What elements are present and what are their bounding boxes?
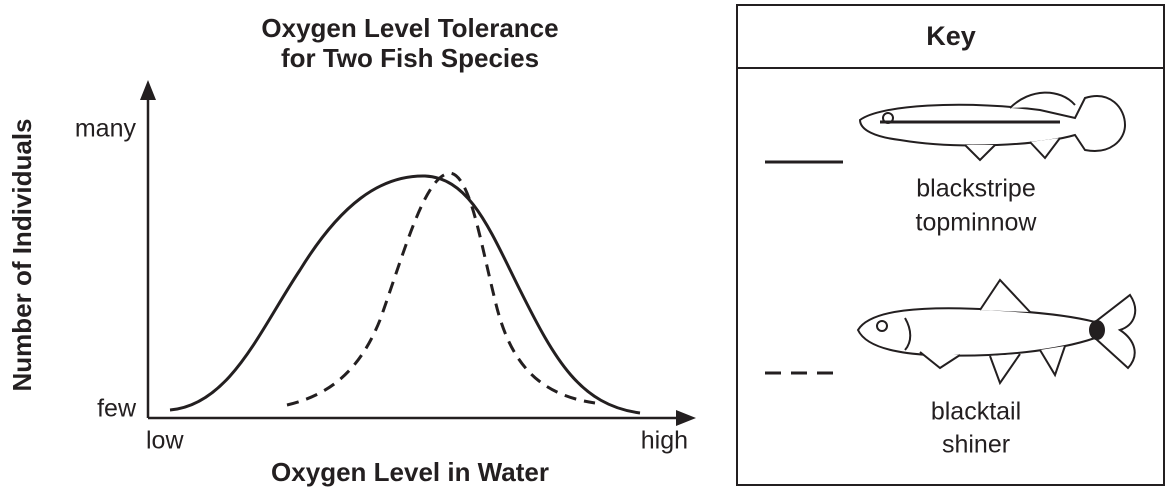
x-left-label: low — [146, 427, 184, 455]
x-axis-title: Oxygen Level in Water — [271, 457, 549, 487]
y-bottom-label: few — [97, 395, 137, 423]
shiner-icon — [858, 280, 1135, 383]
curve — [287, 173, 595, 405]
key-label: blackstripe — [916, 175, 1036, 203]
curve — [170, 176, 640, 413]
topminnow-icon — [860, 93, 1125, 160]
title-line: for Two Fish Species — [281, 43, 539, 73]
y-axis-title: Number of Individuals — [7, 118, 37, 391]
y-arrow — [140, 80, 156, 100]
diagram: Oxygen Level Tolerance for Two Fish Spec… — [0, 0, 1170, 491]
key-label: topminnow — [916, 209, 1038, 237]
chart: Oxygen Level Tolerance for Two Fish Spec… — [7, 13, 696, 487]
y-top-label: many — [75, 115, 137, 143]
title-line: Oxygen Level Tolerance — [261, 13, 558, 43]
x-right-label: high — [641, 427, 688, 455]
key: Key blackstripe topminnow blacktail shin… — [737, 5, 1164, 485]
key-label: shiner — [942, 431, 1010, 459]
key-title: Key — [926, 21, 976, 51]
key-label: blacktail — [931, 398, 1021, 426]
x-arrow — [676, 410, 696, 426]
